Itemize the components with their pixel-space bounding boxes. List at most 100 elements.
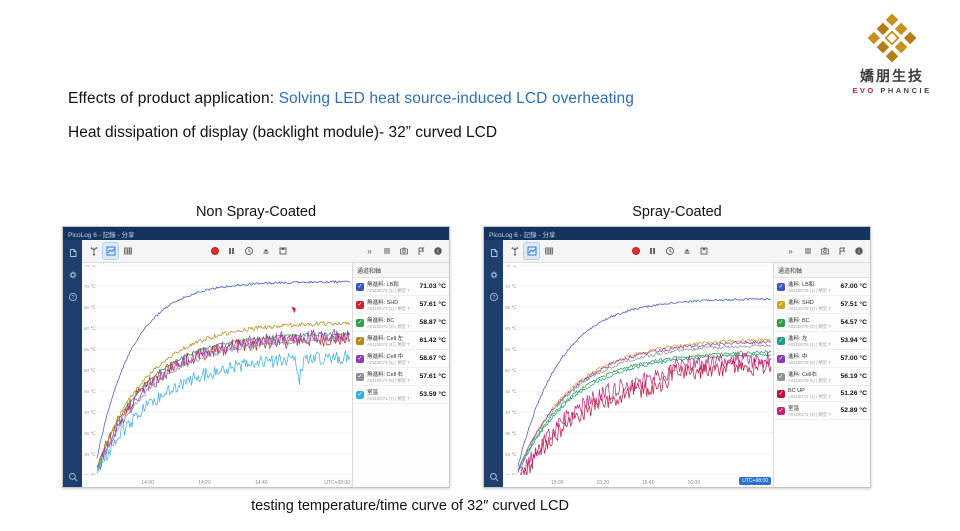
svg-text:30 ℃: 30 ℃ (505, 452, 517, 457)
svg-text:55 ℃: 55 ℃ (505, 347, 517, 352)
help-icon[interactable]: ? (67, 291, 78, 302)
flag-icon[interactable] (413, 243, 428, 259)
chart-area[interactable]: 25 ℃ 30 ℃ 35 ℃ 40 ℃ 45 ℃ 50 ℃ 55 ℃ 60 ℃ 65 ℃ 70 ℃… (82, 263, 352, 487)
channel-checkbox[interactable]: ✓ (777, 354, 785, 363)
channel-row[interactable]: ✓ 室溫 A0110/073 (7) | 類型 T 53.59 °C (353, 386, 449, 404)
utc-offset-badge[interactable]: UTC+08:00 (739, 477, 771, 485)
channel-row[interactable]: ✓ 無進料: Cell 右 A0110/073 (6) | 類型 T 57.61 °C (353, 368, 449, 386)
record-icon-group (207, 243, 290, 259)
chart-area[interactable]: 25 ℃ 30 ℃ 35 ℃ 40 ℃ 45 ℃ 50 ℃ 55 ℃ 60 ℃ 65 ℃ 70 ℃… (503, 263, 773, 487)
channel-checkbox[interactable]: ✓ (777, 406, 785, 415)
svg-text:25 ℃: 25 ℃ (505, 473, 517, 475)
channel-label: 進料: BC (788, 317, 810, 324)
device-icon[interactable] (86, 243, 101, 259)
record-button[interactable] (628, 243, 643, 259)
channel-checkbox[interactable]: ✓ (356, 372, 364, 381)
zoom-reset-icon[interactable] (67, 471, 78, 482)
channel-label-group: 無進料: LB和 A0110/073 (1) | 類型 T (367, 280, 416, 294)
channel-label-group: 進料: BC A0110/079 (3) | 類型 T (788, 316, 837, 330)
channel-row[interactable]: ✓ 無進料: BC A0110/073 (3) | 類型 T 58.87 °C (353, 314, 449, 332)
channel-label: BC UP (788, 387, 805, 394)
channel-row[interactable]: ✓ 無進料: LB和 A0110/073 (1) | 類型 T 71.03 °C (353, 278, 449, 296)
channel-device-id: A0110/073 (1) | 類型 T (367, 287, 410, 293)
channel-checkbox[interactable]: ✓ (777, 318, 785, 327)
channel-checkbox[interactable]: ✓ (777, 372, 785, 381)
settings-gear-icon[interactable] (67, 269, 78, 280)
channel-row[interactable]: ✓ 進料: 左 A0110/079 (4) | 類型 T 53.94 °C (774, 332, 870, 350)
channel-row[interactable]: ✓ 進料: LB和 A0110/079 (1) | 類型 T 67.00 °C (774, 278, 870, 296)
list-icon[interactable] (800, 243, 815, 259)
channel-row[interactable]: ✓ BC UP A0110/172 (1) | 類型 T 51.26 °C (774, 386, 870, 402)
channel-row[interactable]: ✓ 無進料: SHD A0110/073 (2) | 類型 T 57.61 °C (353, 296, 449, 314)
table-view-icon[interactable] (120, 243, 135, 259)
channel-checkbox[interactable]: ✓ (356, 354, 364, 363)
temperature-chart[interactable]: 25 ℃ 30 ℃ 35 ℃ 40 ℃ 45 ℃ 50 ℃ 55 ℃ 60 ℃ 65 ℃ 70 ℃… (82, 265, 352, 475)
help-icon[interactable]: ? (488, 291, 499, 302)
channel-row[interactable]: ✓ 進料: Cell右 A0110/079 (6) | 類型 T 56.19 °C (774, 368, 870, 386)
device-icon[interactable] (507, 243, 522, 259)
channel-device-id: A0110/073 (5) | 類型 T (367, 359, 410, 365)
channel-row[interactable]: ✓ 無進料: Cell 中 A0110/073 (5) | 類型 T 58.67 °C (353, 350, 449, 368)
channel-row[interactable]: ✓ 進料: BC A0110/079 (3) | 類型 T 54.57 °C (774, 314, 870, 332)
graph-view-icon[interactable] (102, 242, 119, 260)
settings-gear-icon[interactable] (488, 269, 499, 280)
channel-device-id: A0110/172 (1) | 類型 T (788, 393, 831, 399)
channel-checkbox[interactable]: ✓ (777, 336, 785, 345)
x-tick-label: 14:20 (198, 480, 211, 486)
more-chevron-icon[interactable]: » (367, 246, 372, 256)
brand-logo: 嬌朋生技 EVO PHANCIE (840, 12, 944, 95)
save-icon[interactable] (696, 243, 711, 259)
red-arrow-annotation (291, 306, 296, 314)
pause-button[interactable] (645, 243, 660, 259)
camera-icon[interactable] (396, 243, 411, 259)
channel-device-id: A0110/073 (2) | 類型 T (367, 305, 410, 311)
channel-row[interactable]: ✓ 室溫 A0110/172 (2) | 類型 T 52.89 °C (774, 402, 870, 420)
eject-icon[interactable] (258, 243, 273, 259)
channel-label: 無進料: Cell 右 (367, 371, 404, 378)
flag-icon[interactable] (834, 243, 849, 259)
channel-label: 室溫 (367, 389, 379, 396)
zoom-reset-icon[interactable] (488, 471, 499, 482)
more-chevron-icon[interactable]: » (788, 246, 793, 256)
record-button[interactable] (207, 243, 222, 259)
channel-row[interactable]: ✓ 進料: SHD A0110/079 (2) | 類型 T 57.51 °C (774, 296, 870, 314)
channel-label-group: 進料: SHD A0110/079 (2) | 類型 T (788, 298, 837, 312)
capture-file-icon[interactable] (67, 247, 78, 258)
svg-text:70 ℃: 70 ℃ (505, 284, 517, 289)
eject-icon[interactable] (679, 243, 694, 259)
x-tick-label: 16:00 (687, 480, 700, 486)
channel-checkbox[interactable]: ✓ (356, 390, 364, 399)
window-title: PicoLog 6 - 記錄 - 分享 (68, 231, 135, 239)
brand-name-cn: 嬌朋生技 (860, 68, 924, 84)
channel-checkbox[interactable]: ✓ (777, 282, 785, 291)
camera-icon[interactable] (817, 243, 832, 259)
clock-icon[interactable] (241, 243, 256, 259)
channel-row[interactable]: ✓ 無進料: Cell 左 A0110/073 (4) | 類型 T 61.42 °C (353, 332, 449, 350)
temperature-chart[interactable]: 25 ℃ 30 ℃ 35 ℃ 40 ℃ 45 ℃ 50 ℃ 55 ℃ 60 ℃ 65 ℃ 70 ℃… (503, 265, 773, 475)
list-icon[interactable] (379, 243, 394, 259)
channel-checkbox[interactable]: ✓ (356, 318, 364, 327)
channel-row[interactable]: ✓ 進料: 中 A0110/079 (5) | 類型 T 57.00 °C (774, 350, 870, 368)
svg-text:45 ℃: 45 ℃ (84, 389, 96, 394)
pause-button[interactable] (224, 243, 239, 259)
svg-text:65 ℃: 65 ℃ (84, 305, 96, 310)
info-icon[interactable]: i (430, 243, 445, 259)
channel-label-group: 無進料: Cell 中 A0110/073 (5) | 類型 T (367, 352, 416, 366)
info-icon[interactable]: i (851, 243, 866, 259)
table-view-icon[interactable] (541, 243, 556, 259)
clock-icon[interactable] (662, 243, 677, 259)
save-icon[interactable] (275, 243, 290, 259)
channel-label-group: 無進料: Cell 右 A0110/073 (6) | 類型 T (367, 370, 416, 384)
channel-device-id: A0110/073 (6) | 類型 T (367, 377, 410, 383)
channel-checkbox[interactable]: ✓ (356, 300, 364, 309)
window-title: PicoLog 6 - 記錄 - 分享 (489, 231, 556, 239)
channel-checkbox[interactable]: ✓ (777, 300, 785, 309)
channel-checkbox[interactable]: ✓ (356, 336, 364, 345)
channel-checkbox[interactable]: ✓ (356, 282, 364, 291)
graph-view-icon[interactable] (523, 242, 540, 260)
channel-checkbox[interactable]: ✓ (777, 389, 785, 398)
channel-value: 71.03 °C (419, 283, 446, 290)
svg-text:35 ℃: 35 ℃ (505, 431, 517, 436)
capture-file-icon[interactable] (488, 247, 499, 258)
window-titlebar: PicoLog 6 - 記錄 - 分享 (484, 227, 870, 240)
